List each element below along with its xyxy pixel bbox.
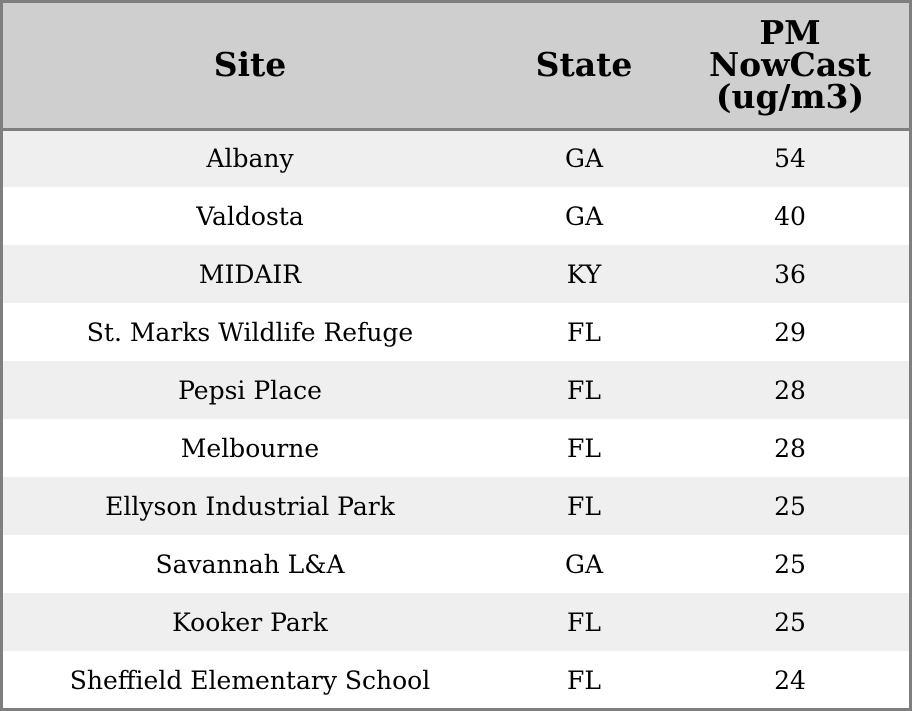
state-cell: FL [567,317,601,347]
table-row: St. Marks Wildlife Refuge FL 29 [3,303,909,361]
pm-value-cell: 29 [774,317,806,347]
table-row: MIDAIR KY 36 [3,245,909,303]
pm-nowcast-table: Site State PM NowCast (ug/m3) Albany GA 54… [3,3,909,708]
table-row: Sheffield Elementary School FL 24 [3,651,909,708]
table-row: Kooker Park FL 25 [3,593,909,651]
header-state: State [497,3,671,131]
state-cell: FL [567,665,601,695]
pm-value-cell: 28 [774,433,806,463]
table-body: Albany GA 54 Valdosta GA 40 MIDAIR KY 36 St. Mark… [3,129,909,708]
table-header: Site State PM NowCast (ug/m3) [3,3,909,131]
table-row: Savannah L&A GA 25 [3,535,909,593]
pm-value-cell: 25 [774,491,806,521]
header-pm-line-3: (ug/m3) [715,77,865,117]
site-cell: MIDAIR [198,259,302,289]
state-cell: GA [564,549,604,579]
site-cell: Savannah L&A [155,549,345,579]
state-cell: GA [564,144,604,174]
header-pm-line-1: PM [759,13,821,53]
table-row: Pepsi Place FL 28 [3,361,909,419]
pm-value-cell: 24 [774,665,806,695]
state-cell: FL [567,607,601,637]
pm-value-cell: 25 [774,549,806,579]
pm-value-cell: 36 [774,259,806,289]
pm-value-cell: 40 [774,201,806,231]
pm-value-cell: 28 [774,375,806,405]
header-site: Site [3,3,497,131]
site-cell: Albany [206,144,294,174]
state-cell: FL [567,375,601,405]
site-cell: Valdosta [196,201,304,231]
site-cell: St. Marks Wildlife Refuge [86,317,414,347]
site-cell: Ellyson Industrial Park [105,491,395,521]
site-cell: Sheffield Elementary School [69,665,431,695]
state-cell: KY [566,259,602,289]
table-row: Albany GA 54 [3,129,909,187]
table-row: Ellyson Industrial Park FL 25 [3,477,909,535]
header-pm-nowcast: PM NowCast (ug/m3) [671,3,909,131]
header-pm-line-2: NowCast [708,45,872,85]
header-row: Site State PM NowCast (ug/m3) [3,3,909,131]
table-row: Melbourne FL 28 [3,419,909,477]
pm-value-cell: 54 [774,144,806,174]
site-cell: Kooker Park [172,607,328,637]
site-cell: Melbourne [180,433,320,463]
site-cell: Pepsi Place [178,375,322,405]
state-cell: FL [567,433,601,463]
state-cell: FL [567,491,601,521]
pm-value-cell: 25 [774,607,806,637]
state-cell: GA [564,201,604,231]
table-row: Valdosta GA 40 [3,187,909,245]
